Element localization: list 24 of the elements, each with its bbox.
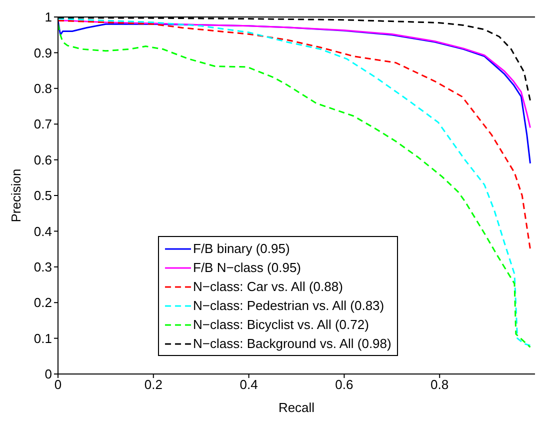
x-axis-title: Recall — [278, 400, 315, 415]
x-tick-label: 0.2 — [144, 377, 162, 392]
y-tick-label: 0.3 — [34, 260, 52, 275]
legend-label: F/B binary (0.95) — [193, 241, 290, 256]
y-tick-label: 0.9 — [34, 45, 52, 60]
x-tick-label: 0.8 — [430, 377, 449, 392]
legend-label: N−class: Pedestrian vs. All (0.83) — [193, 298, 384, 313]
y-axis-title: Precision — [8, 168, 24, 222]
y-tick-label: 1 — [44, 10, 52, 25]
legend-label: F/B N−class (0.95) — [193, 260, 302, 275]
legend-label: N−class: Bicyclist vs. All (0.72) — [193, 317, 369, 332]
legend-label: N−class: Background vs. All (0.98) — [193, 336, 392, 351]
y-tick-label: 0.5 — [34, 188, 52, 204]
y-tick-label: 0.7 — [34, 116, 52, 132]
y-tick-label: 0.6 — [34, 152, 52, 168]
y-tick-label: 0 — [44, 366, 52, 382]
x-tick-label: 0 — [54, 377, 62, 392]
x-tick-label: 0.6 — [335, 377, 354, 392]
y-tick-label: 0.8 — [34, 81, 52, 96]
y-tick-label: 0.1 — [34, 330, 52, 346]
x-tick-label: 0.4 — [240, 377, 258, 392]
y-tick-label: 0.4 — [34, 224, 52, 239]
legend-label: N−class: Car vs. All (0.88) — [193, 279, 343, 294]
y-tick-label: 0.2 — [34, 295, 52, 310]
